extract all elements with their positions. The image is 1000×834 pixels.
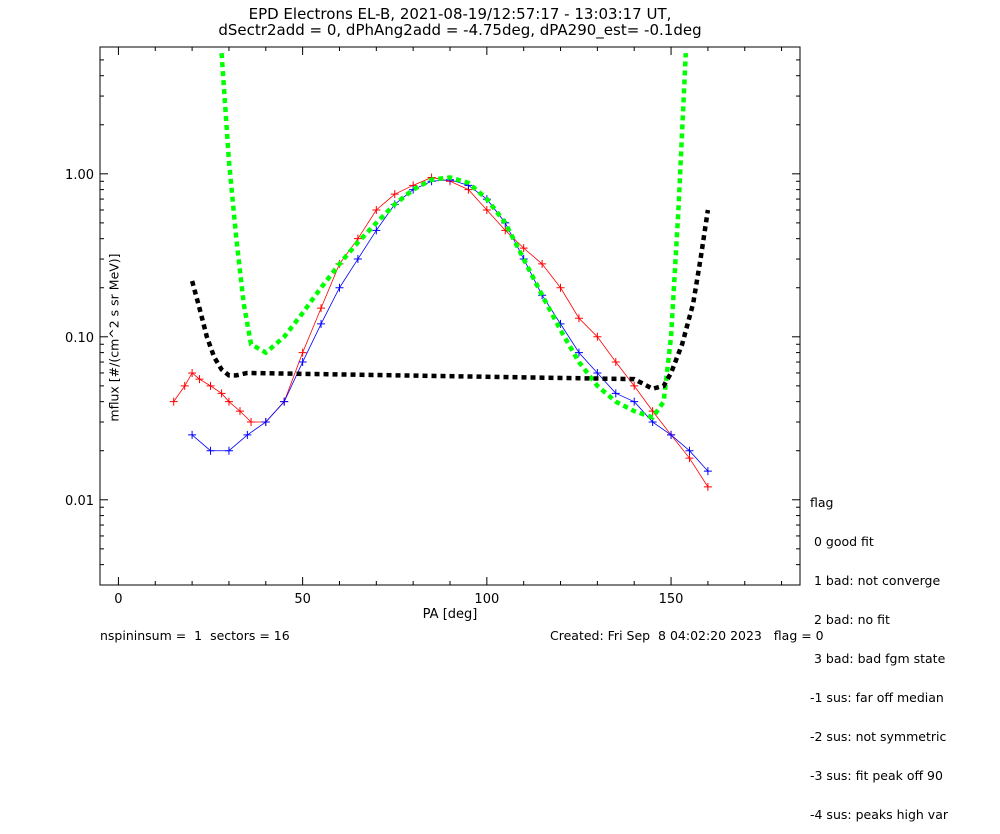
data-point <box>703 482 712 491</box>
data-point <box>538 259 547 268</box>
y-tick-label: 1.00 <box>65 168 94 183</box>
data-point <box>482 205 491 214</box>
y-axis-label: mflux [#/(cm^2 s sr MeV)] <box>106 253 122 422</box>
data-point <box>236 407 244 416</box>
data-point <box>195 375 204 384</box>
legend-item: 1 bad: not converge <box>810 573 941 588</box>
x-tick-label: 0 <box>114 592 122 607</box>
footer-spin-info: nspininsum = 1 sectors = 16 <box>100 628 290 643</box>
x-axis-label: PA [deg] <box>423 607 478 622</box>
chart-title-line2: dSectr2add = 0, dPhAng2add = -4.75deg, d… <box>218 21 702 39</box>
data-point <box>335 283 344 292</box>
x-tick-label: 50 <box>294 592 311 607</box>
data-point <box>703 467 712 476</box>
legend-item: -4 sus: peaks high var <box>810 807 949 822</box>
data-point <box>298 358 307 367</box>
legend-item: 3 bad: bad fgm state <box>810 651 946 666</box>
data-point <box>243 430 252 439</box>
data-point <box>685 446 694 455</box>
data-point <box>574 348 583 357</box>
data-point <box>353 255 362 264</box>
legend-item: -3 sus: fit peak off 90 <box>810 768 943 783</box>
legend-item: 2 bad: no fit <box>810 612 890 627</box>
data-point <box>261 418 270 427</box>
data-point <box>180 381 189 390</box>
data-point <box>519 244 528 253</box>
series-line-black-dashed <box>189 209 711 392</box>
data-point <box>247 418 256 427</box>
data-point <box>390 190 399 199</box>
legend-item: -2 sus: not symmetric <box>810 729 947 744</box>
data-point <box>611 358 620 367</box>
legend-heading: flag <box>810 495 834 510</box>
y-tick-label: 0.01 <box>65 494 94 509</box>
data-point <box>685 454 694 463</box>
data-point <box>593 368 602 377</box>
data-point <box>317 319 326 328</box>
data-point <box>224 397 233 406</box>
y-tick-label: 0.10 <box>65 331 94 346</box>
chart-title-line1: EPD Electrons EL-B, 2021-08-19/12:57:17 … <box>248 5 672 23</box>
data-point <box>188 430 197 439</box>
data-point <box>298 348 307 357</box>
legend-item: -1 sus: far off median <box>810 690 944 705</box>
data-point <box>206 381 215 390</box>
footer-created-info: Created: Fri Sep 8 04:02:20 2023 flag = … <box>550 628 824 643</box>
data-point <box>188 368 197 377</box>
data-point <box>667 430 676 439</box>
data-point <box>224 446 233 455</box>
data-point <box>611 389 620 398</box>
data-point <box>574 314 583 323</box>
flag-legend: flag 0 good fit 1 bad: not converge 2 ba… <box>810 470 948 834</box>
x-tick-label: 100 <box>474 592 499 607</box>
data-point <box>630 397 639 406</box>
x-tick-label: 150 <box>659 592 684 607</box>
data-point <box>593 332 602 341</box>
chart-plot: 0 50 100 150 PA [deg] 0.01 0.10 1.00 <box>65 46 801 622</box>
data-point <box>217 389 226 398</box>
data-point <box>372 226 381 235</box>
plot-frame <box>99 46 801 586</box>
data-point <box>169 397 178 406</box>
data-point <box>206 446 215 455</box>
series-line-blue <box>191 179 709 472</box>
data-point <box>317 304 326 313</box>
data-point <box>556 283 565 292</box>
series-line-red <box>173 177 709 488</box>
series-line-green-dashed <box>219 53 689 421</box>
data-point <box>280 397 289 406</box>
data-point <box>372 205 381 214</box>
data-point <box>630 381 639 390</box>
legend-item: 0 good fit <box>810 534 874 549</box>
